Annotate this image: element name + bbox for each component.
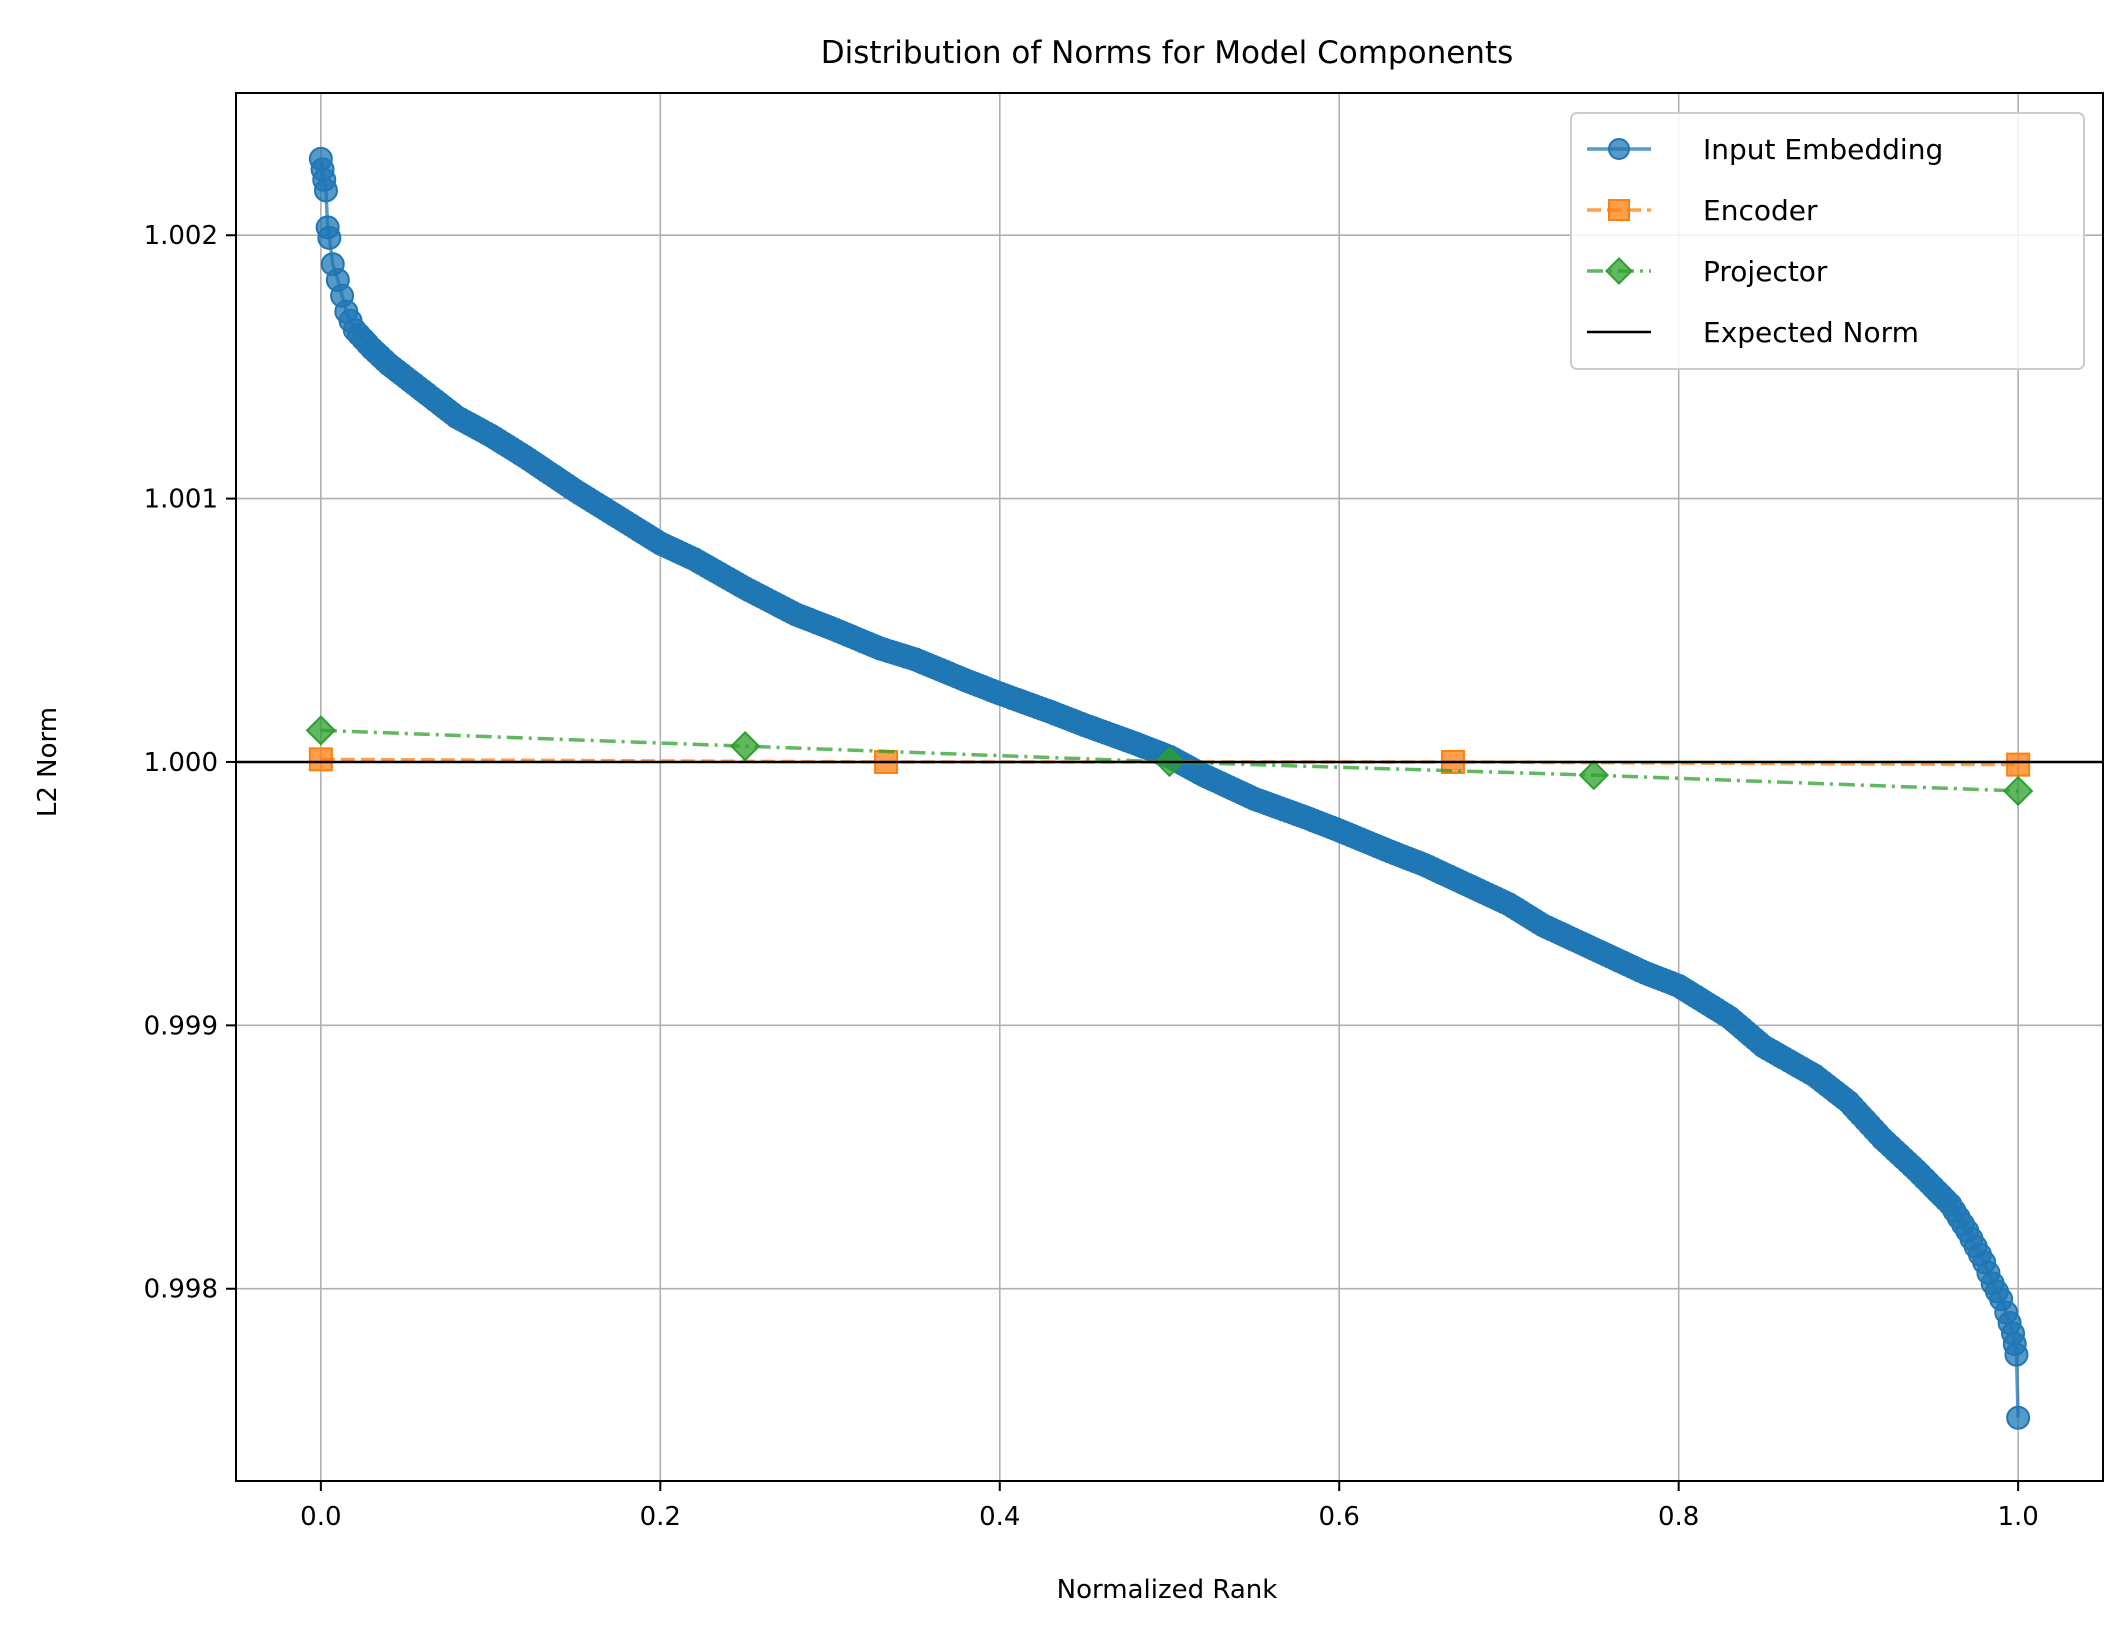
y-tick-label: 1.001 <box>144 485 218 515</box>
x-tick-label: 0.8 <box>1658 1502 1699 1532</box>
legend-label: Encoder <box>1703 194 1818 227</box>
data-point <box>313 178 338 203</box>
legend-label: Expected Norm <box>1703 316 1919 349</box>
x-tick-label: 0.0 <box>300 1502 341 1532</box>
x-tick-label: 0.2 <box>640 1502 681 1532</box>
data-point <box>305 715 337 746</box>
legend-swatch-marker <box>1605 257 1633 285</box>
legend-label: Input Embedding <box>1703 133 1943 166</box>
legend: Input Embedding Encoder Projector Expected … <box>1570 112 2085 370</box>
data-point <box>1578 759 1609 791</box>
data-point <box>2004 1342 2029 1367</box>
series-input-embedding <box>308 146 2031 1430</box>
axis-ticks: 0.0 0.2 0.4 0.6 0.8 1.0 0.998 0.999 1.000 1.001 1.… <box>144 221 2039 1532</box>
x-tick-label: 0.6 <box>1319 1502 1360 1532</box>
y-tick-label: 0.998 <box>144 1275 218 1305</box>
data-point <box>730 731 761 762</box>
x-tick-label: 0.4 <box>979 1502 1020 1532</box>
plot-frame <box>235 92 2104 1482</box>
data-point <box>2006 1405 2031 1430</box>
y-tick-label: 1.002 <box>144 221 218 251</box>
legend-swatch-marker <box>1608 138 1630 160</box>
data-point <box>308 747 333 772</box>
legend-label: Projector <box>1703 255 1828 288</box>
y-tick-label: 1.000 <box>144 748 218 778</box>
series-layer <box>236 146 2103 1430</box>
legend-box <box>1570 112 2085 370</box>
data-point <box>2006 752 2031 777</box>
data-point <box>2002 775 2034 807</box>
x-tick-label: 1.0 <box>1997 1502 2038 1532</box>
legend-swatch-marker <box>1608 199 1630 221</box>
y-axis-label: L2 Norm <box>33 707 63 817</box>
y-tick-label: 0.999 <box>144 1011 218 1041</box>
chart-title: Distribution of Norms for Model Componen… <box>821 35 1514 71</box>
data-point <box>317 225 342 250</box>
x-axis-label: Normalized Rank <box>1057 1575 1278 1605</box>
